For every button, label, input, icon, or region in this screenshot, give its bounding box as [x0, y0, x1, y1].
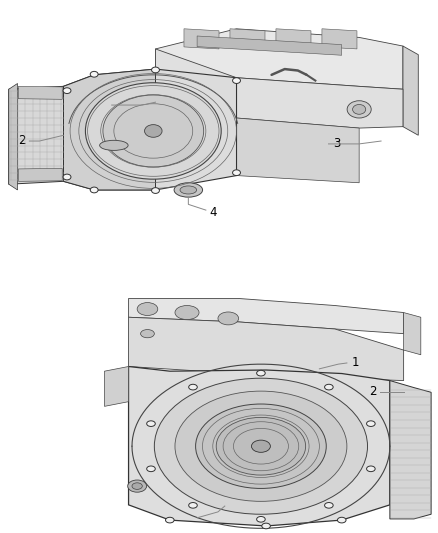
Ellipse shape — [337, 518, 346, 523]
Polygon shape — [404, 312, 421, 355]
Polygon shape — [155, 78, 237, 160]
Ellipse shape — [147, 466, 155, 472]
Ellipse shape — [147, 421, 155, 426]
Ellipse shape — [100, 140, 128, 150]
Polygon shape — [237, 118, 359, 183]
Polygon shape — [197, 36, 342, 55]
Polygon shape — [129, 298, 404, 334]
Polygon shape — [184, 29, 219, 49]
Text: 1: 1 — [351, 356, 359, 369]
Ellipse shape — [145, 125, 162, 138]
Ellipse shape — [152, 188, 159, 193]
Ellipse shape — [325, 384, 333, 390]
Ellipse shape — [233, 170, 240, 175]
Ellipse shape — [196, 404, 326, 488]
Polygon shape — [322, 29, 357, 49]
Ellipse shape — [141, 329, 154, 338]
Ellipse shape — [85, 83, 221, 179]
Polygon shape — [9, 86, 64, 184]
Ellipse shape — [63, 88, 71, 94]
Polygon shape — [9, 84, 18, 190]
Ellipse shape — [367, 421, 375, 426]
Ellipse shape — [175, 391, 347, 502]
Polygon shape — [155, 49, 403, 128]
Ellipse shape — [63, 174, 71, 180]
Ellipse shape — [251, 440, 270, 453]
Polygon shape — [18, 86, 62, 99]
Ellipse shape — [189, 503, 197, 508]
Polygon shape — [390, 381, 431, 519]
Ellipse shape — [90, 187, 98, 193]
Ellipse shape — [132, 483, 142, 489]
Polygon shape — [18, 168, 62, 181]
Ellipse shape — [216, 417, 306, 475]
Ellipse shape — [347, 101, 371, 118]
Polygon shape — [129, 317, 404, 381]
Ellipse shape — [103, 95, 204, 167]
Ellipse shape — [152, 67, 159, 73]
Ellipse shape — [262, 523, 270, 529]
Ellipse shape — [257, 516, 265, 522]
Polygon shape — [276, 29, 311, 49]
Text: 1: 1 — [100, 98, 107, 111]
Ellipse shape — [218, 312, 239, 325]
Ellipse shape — [233, 78, 240, 84]
Ellipse shape — [189, 384, 197, 390]
Polygon shape — [129, 367, 390, 526]
Ellipse shape — [166, 518, 174, 523]
Ellipse shape — [90, 71, 98, 77]
Polygon shape — [155, 29, 403, 98]
Ellipse shape — [175, 305, 199, 320]
Ellipse shape — [137, 303, 158, 316]
Polygon shape — [64, 69, 237, 190]
Text: 4: 4 — [209, 206, 217, 219]
Text: 3: 3 — [333, 137, 340, 150]
Text: 2: 2 — [369, 385, 377, 398]
Ellipse shape — [128, 480, 147, 492]
Text: 4: 4 — [228, 501, 235, 514]
Ellipse shape — [367, 466, 375, 472]
Text: 2: 2 — [18, 134, 25, 147]
Polygon shape — [105, 367, 129, 406]
Polygon shape — [403, 46, 418, 135]
Ellipse shape — [353, 104, 366, 114]
Ellipse shape — [154, 378, 367, 514]
Ellipse shape — [180, 186, 197, 194]
Ellipse shape — [257, 370, 265, 376]
Polygon shape — [230, 29, 265, 49]
Ellipse shape — [325, 503, 333, 508]
Ellipse shape — [174, 183, 203, 197]
Polygon shape — [64, 69, 155, 190]
